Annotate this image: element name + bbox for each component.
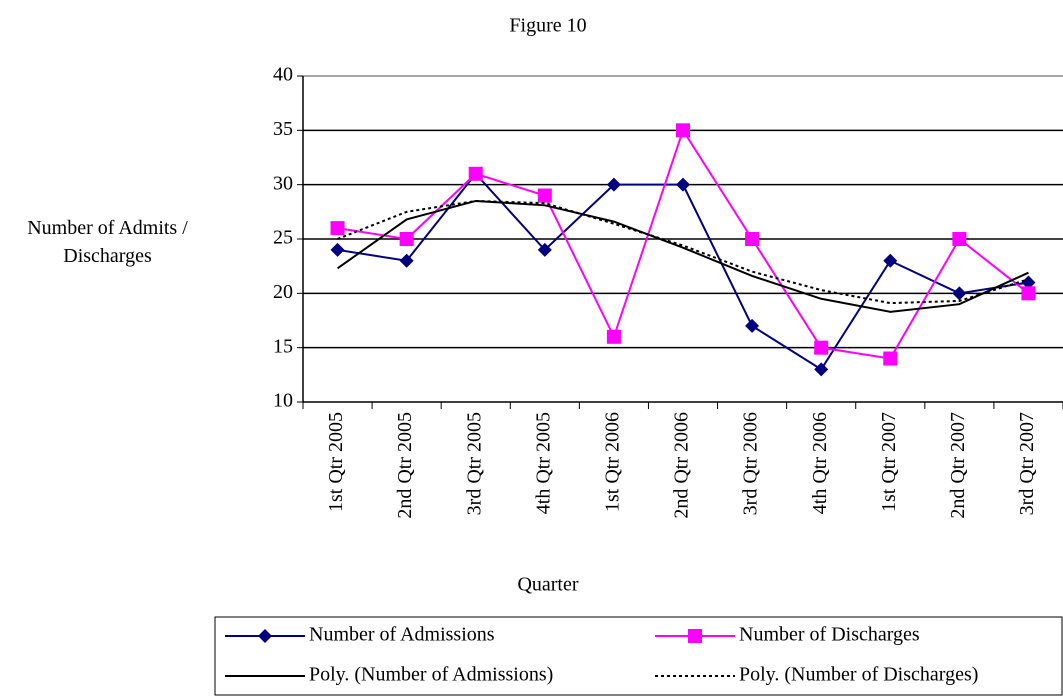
x-tick-label: 1st Qtr 2005: [325, 412, 347, 512]
y-tick-label: 40: [273, 64, 293, 86]
marker: [606, 329, 621, 344]
marker: [399, 232, 414, 246]
x-tick-label: 2nd Qtr 2005: [394, 412, 416, 519]
x-tick-label: 4th Qtr 2005: [532, 412, 554, 514]
y-axis-title: Number of Admits / Discharges: [27, 217, 188, 267]
series-line: [337, 172, 1029, 371]
marker: [952, 286, 967, 301]
series-line: [337, 128, 1030, 360]
legend-label: Number of Admissions: [309, 624, 495, 646]
x-tick-label: 2nd Qtr 2007: [947, 412, 969, 519]
marker: [330, 242, 345, 257]
x-tick-label: 3rd Qtr 2006: [740, 412, 762, 515]
y-tick-label: 30: [273, 172, 293, 194]
marker: [676, 123, 690, 138]
marker: [537, 242, 552, 257]
x-tick-label: 3rd Qtr 2005: [463, 412, 485, 515]
legend-box: [214, 616, 1063, 696]
marker: [883, 253, 898, 268]
marker: [745, 318, 760, 333]
marker: [814, 340, 829, 355]
marker: [468, 166, 483, 181]
marker: [745, 232, 760, 246]
marker: [399, 253, 414, 268]
x-tick-label: 3rd Qtr 2007: [1016, 412, 1038, 515]
legend-label: Number of Discharges: [739, 624, 920, 646]
legend-marker: [688, 629, 702, 643]
x-tick-label: 4th Qtr 2006: [809, 412, 831, 514]
chart-title: Figure 10: [509, 15, 586, 37]
legend-marker: [258, 629, 272, 643]
x-tick-label: 2nd Qtr 2006: [671, 412, 693, 519]
legend-label: Poly. (Number of Admissions): [309, 664, 553, 686]
x-axis-title: Quarter: [517, 574, 578, 596]
marker: [952, 232, 967, 246]
series-line: [336, 199, 1029, 313]
marker: [883, 351, 898, 366]
y-tick-label: 25: [273, 227, 293, 249]
series-line: [337, 199, 1029, 305]
y-tick-label: 35: [273, 118, 293, 140]
x-tick-label: 1st Qtr 2007: [878, 412, 900, 512]
marker: [676, 177, 690, 192]
marker: [1021, 275, 1036, 290]
marker: [814, 362, 829, 377]
marker: [537, 188, 552, 203]
x-tick-label: 1st Qtr 2006: [602, 412, 624, 512]
marker: [1021, 286, 1036, 301]
legend-label: Poly. (Number of Discharges): [739, 664, 978, 686]
marker: [330, 221, 345, 236]
marker: [606, 177, 621, 192]
y-tick-label: 20: [273, 281, 293, 303]
y-tick-label: 15: [273, 335, 293, 357]
y-tick-label: 10: [273, 390, 293, 412]
